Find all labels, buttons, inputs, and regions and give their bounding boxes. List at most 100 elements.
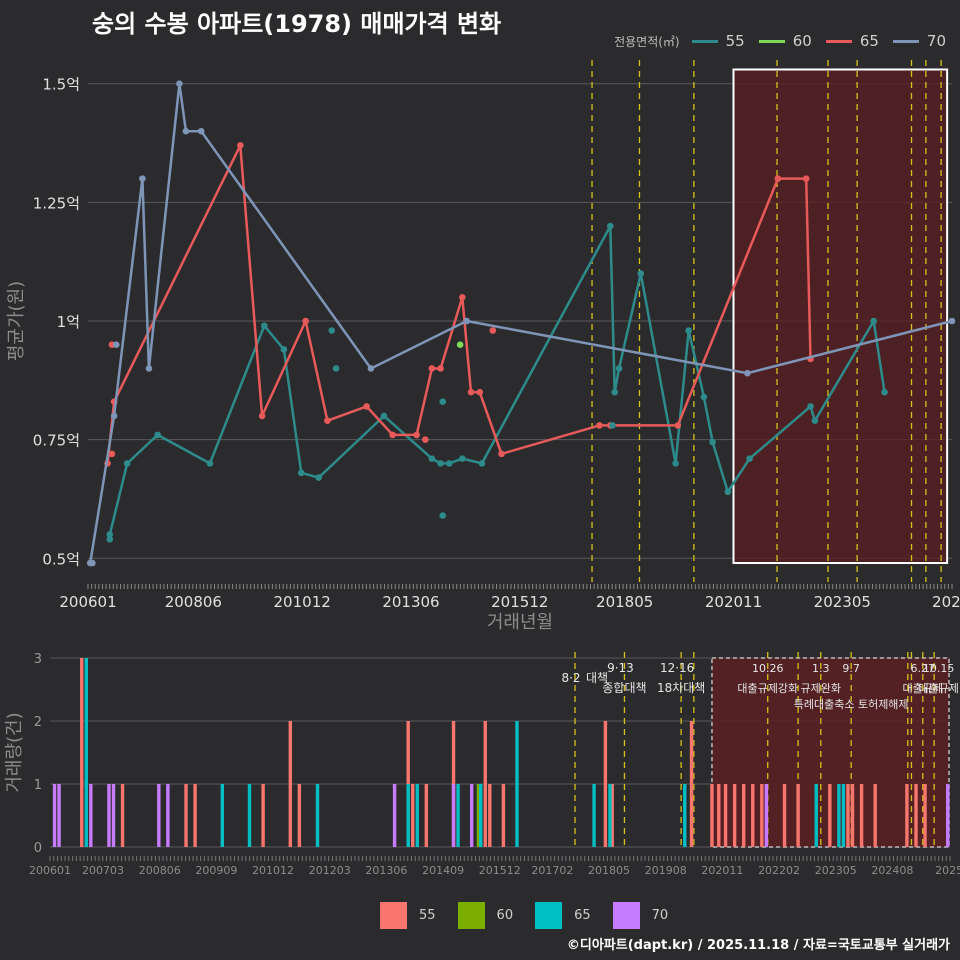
series-line-65 — [106, 144, 812, 464]
policy-name-label: 특례대출축소 토허제해제 — [794, 697, 909, 711]
bar-65 — [415, 784, 419, 847]
y-tick-label: 1억 — [57, 313, 80, 331]
x-tick-label: 202305 — [814, 593, 871, 611]
data-point-55 — [439, 512, 447, 519]
data-point-70 — [110, 412, 118, 420]
data-point-65 — [389, 431, 396, 439]
bar-55 — [488, 784, 492, 847]
bar-55 — [483, 721, 487, 847]
data-point-55 — [297, 469, 305, 477]
data-point-65 — [108, 450, 116, 458]
data-point-55 — [881, 388, 888, 396]
bar-55 — [873, 784, 877, 847]
data-point-65 — [413, 431, 420, 439]
data-point-55 — [609, 422, 616, 429]
bar-55 — [850, 784, 855, 847]
data-point-55 — [106, 531, 114, 538]
bar-70 — [157, 784, 161, 847]
legend-swatch-icon — [612, 901, 640, 929]
data-point-60 — [456, 341, 464, 349]
bar-55 — [905, 784, 909, 847]
bar-70 — [469, 784, 474, 847]
volume-bar-chart: 0 1 2 3 200601 200703 200806 200909 201012 201203… — [4, 652, 960, 877]
x-tick-label: 200806 — [139, 864, 181, 877]
policy-date-label: 9·13 — [607, 661, 634, 675]
bar-70 — [89, 784, 93, 847]
legend-item-65[interactable]: 65 — [825, 32, 879, 50]
policy-name-label: 대출규제 — [918, 682, 958, 695]
legend-title: 전용면적(㎡) — [614, 34, 680, 49]
data-point-55 — [637, 270, 645, 277]
legend-label: 55 — [725, 32, 745, 50]
policy-name-label: 대출규제강화 — [737, 682, 798, 695]
data-point-65 — [459, 293, 466, 301]
data-point-55 — [811, 417, 819, 424]
data-point-70 — [145, 365, 153, 372]
bar-55 — [603, 721, 608, 847]
bar-65 — [837, 784, 841, 847]
data-point-55 — [328, 327, 336, 334]
legend-item-70[interactable]: 70 — [892, 32, 946, 50]
legend-item-60[interactable]: 60 — [457, 901, 514, 929]
x-tick-label: 200601 — [29, 864, 71, 877]
legend-item-65[interactable]: 65 — [535, 901, 591, 929]
bar-55 — [923, 784, 927, 847]
bar-55 — [610, 784, 614, 847]
policy-date-label: 10.15 — [923, 662, 955, 675]
legend-item-70[interactable]: 70 — [612, 901, 669, 929]
bar-65 — [841, 784, 846, 847]
bar-55 — [120, 784, 125, 847]
policy-date-label: 1.3 — [812, 662, 830, 675]
legend-label: 70 — [651, 907, 669, 923]
x-tick-label: 200601 — [59, 593, 116, 611]
bar-55 — [501, 784, 506, 847]
bar-65 — [608, 784, 612, 847]
bar-65 — [315, 784, 320, 847]
legend-label: 65 — [859, 32, 879, 50]
legend-label: 65 — [574, 907, 591, 923]
legend-item-55[interactable]: 55 — [691, 32, 745, 50]
legend-line-icon — [758, 39, 785, 43]
bar-55 — [782, 784, 787, 847]
x-tick-label: 201512 — [479, 864, 521, 877]
x-tick-label: 201805 — [588, 864, 630, 877]
policy-date-label: 12·16 — [660, 661, 694, 675]
x-tick-label: 202305 — [815, 864, 857, 877]
legend-line-icon — [691, 39, 718, 43]
y-axis-label: 거래량(건) — [4, 712, 25, 792]
policy-name-label: 종합대책 — [602, 680, 646, 695]
bar-70 — [111, 784, 116, 847]
bar-55 — [732, 784, 737, 847]
bar-65 — [683, 784, 687, 847]
x-axis-label: 거래년월 — [487, 612, 553, 633]
x-tick-label: 201306 — [382, 593, 439, 611]
bar-55 — [796, 784, 800, 847]
legend-item-60[interactable]: 60 — [758, 32, 812, 50]
bar-55 — [193, 784, 197, 847]
y-tick-label: 0.5억 — [42, 550, 80, 568]
bar-70 — [764, 784, 769, 847]
y-tick-label: 1.5억 — [42, 76, 80, 94]
data-point-55 — [260, 322, 268, 330]
legend-label: 60 — [496, 907, 514, 923]
data-point-55 — [611, 388, 618, 396]
y-tick-label: 1.25억 — [33, 194, 80, 212]
policy-date-label: 10.26 — [752, 662, 784, 675]
x-tick-label: 201306 — [365, 864, 407, 877]
bar-70 — [107, 784, 111, 847]
data-point-65 — [237, 142, 244, 149]
data-point-70 — [176, 80, 183, 88]
bar-65 — [592, 784, 596, 847]
y-tick-label: 0 — [34, 841, 42, 856]
bar-55 — [742, 784, 746, 847]
bottom-legend: 55 60 65 70 — [380, 900, 676, 930]
data-point-70 — [744, 369, 751, 377]
bar-55 — [846, 784, 850, 847]
bar-70 — [166, 784, 170, 847]
x-tick-label: 202011 — [701, 864, 743, 877]
policy-name-label: 대출규제 — [903, 682, 943, 695]
x-tick-label: 2025 — [935, 864, 960, 877]
legend-item-55[interactable]: 55 — [380, 901, 436, 929]
data-point-55 — [709, 438, 716, 446]
bar-65 — [814, 784, 818, 847]
